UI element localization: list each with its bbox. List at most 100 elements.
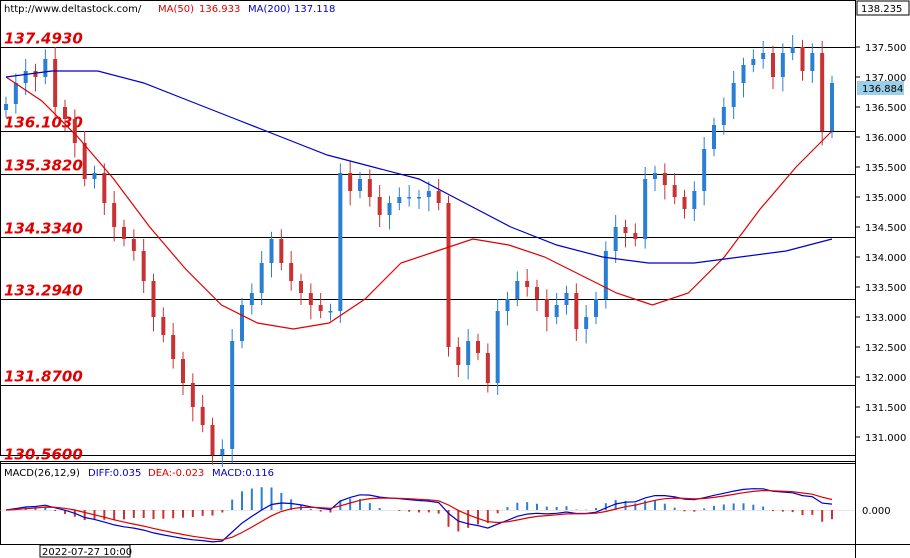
price-tick-label: 135.500 [865,163,906,174]
candle-body [220,449,225,455]
candle-body [13,83,18,104]
candle-body [535,287,539,299]
candle-body [672,185,677,197]
candle-body [102,173,107,203]
candle-body [564,293,569,305]
macd-dea-label: DEA:-0.023 [148,468,204,479]
ma200-line [5,70,833,264]
candle-body [544,299,549,317]
candle-body [161,317,166,335]
candle-body [367,179,372,197]
candle-body [633,233,638,239]
macd-title: MACD(26,12,9) [4,468,80,479]
candle-body [230,341,235,449]
candle-body [771,53,775,77]
candle-body [584,317,589,329]
candle-body [112,203,117,227]
price-tick-label: 137.000 [865,73,906,84]
candle-body [131,239,136,251]
candle-body [397,197,402,203]
candle-body [348,173,353,191]
candle-body [554,305,559,317]
price-tick-label: 136.000 [865,133,906,144]
time-axis-label: 2022-07-27 10:00 [42,547,132,558]
candle-body [4,104,8,110]
macd-dea-line [5,489,833,541]
macd-diff-label: DIFF:0.035 [88,468,141,479]
candle-body [653,173,657,179]
price-tick-label: 131.000 [865,433,906,444]
candle-body [141,251,146,281]
candle-body [240,305,244,341]
candle-body [269,239,274,263]
candle-body [308,293,313,305]
candle-body [643,179,648,239]
price-tick-label: 133.000 [865,313,906,324]
macd-diff-line [5,488,833,543]
price-tick-label: 133.500 [865,283,906,294]
candle-body [33,71,38,77]
candle-body [594,299,598,317]
candle-body [741,65,746,83]
candle-body [574,293,579,329]
candle-body [603,251,608,299]
candle-body [515,281,520,299]
price-tick-label: 132.500 [865,343,906,354]
current-price-tag: 136.884 [862,84,903,95]
level-label: 130.5600 [4,446,83,464]
candle-body [200,407,205,425]
candle-body [692,191,697,209]
candle-body [495,311,500,383]
candle-body [82,143,87,179]
candle-body [446,203,451,347]
candle-body [790,47,795,53]
candle-body [171,335,176,359]
candle-body [407,197,412,199]
level-label: 131.8700 [4,368,83,386]
ma200-label: MA(200) [248,4,290,15]
price-tick-label: 135.000 [865,193,906,204]
candle-body [151,281,156,317]
candle-body [259,263,264,293]
candle-body [190,383,195,407]
candle-body [721,107,726,125]
ma50-line [5,76,833,330]
candle-body [318,305,323,311]
source-url[interactable]: http://www.deltastock.com/ [4,4,142,15]
candle-body [830,83,834,131]
candle-body [63,107,67,119]
ma50-label: MA(50) [158,4,194,15]
candle-body [426,191,431,197]
candle-body [662,173,667,185]
candle-body [338,173,343,311]
candle-body [279,239,284,263]
candle-body [476,341,480,353]
candle-body [761,53,766,59]
candle-body [702,149,707,191]
candle-body [466,341,471,365]
candle-body [358,179,362,191]
price-tick-label: 137.500 [865,43,906,54]
ma200-value: 137.118 [294,4,335,15]
candle-body [682,197,687,209]
candle-body [780,53,785,77]
candle-body [387,203,392,215]
candle-body [92,173,97,179]
price-tick-label: 134.500 [865,223,906,234]
candle-body [810,53,815,71]
ma50-value: 136.933 [199,4,240,15]
candle-body [525,281,530,287]
candle-body [23,71,28,83]
candle-body [328,311,333,313]
candle-body [210,425,215,455]
candle-body [485,353,490,383]
candle-body [731,83,736,107]
price-tick-label: 132.000 [865,373,906,384]
candle-body [820,53,825,131]
level-label: 137.4930 [4,30,83,48]
candle-body [43,59,48,77]
candle-body [456,347,461,365]
candle-body [800,47,805,71]
candle-body [72,119,77,143]
